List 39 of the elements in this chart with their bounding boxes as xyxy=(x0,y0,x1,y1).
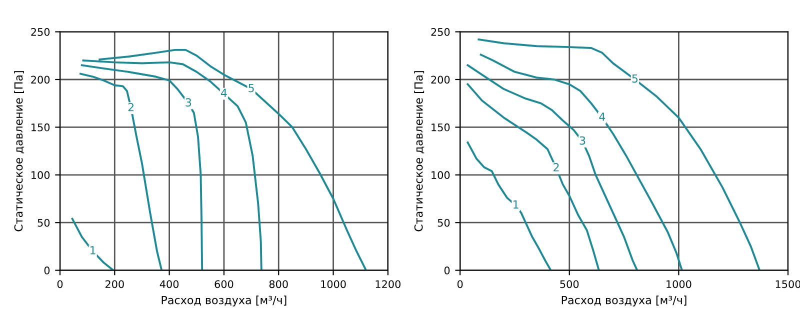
y-tick-label: 0 xyxy=(44,266,50,274)
line-series xyxy=(80,64,204,270)
x-tick-label: 800 xyxy=(269,280,288,288)
x-axis-title: Расход воздуха [м³/ч] xyxy=(562,296,686,306)
line-series xyxy=(466,64,638,270)
y-tick-label: 50 xyxy=(438,218,450,227)
y-tick-label: 50 xyxy=(38,218,50,227)
x-axis-title: Расход воздуха [м³/ч] xyxy=(162,296,286,306)
line-series xyxy=(71,218,114,270)
line-series xyxy=(80,72,163,270)
series-label: 5 xyxy=(632,74,638,83)
y-tick-label: 200 xyxy=(431,76,450,84)
y-tick-label: 250 xyxy=(431,28,450,36)
line-series xyxy=(466,141,552,270)
y-tick-label: 150 xyxy=(32,123,50,132)
y-tick-label: 100 xyxy=(32,171,50,180)
y-axis-title: Статическое давление [Па] xyxy=(414,71,424,232)
x-tick-label: 1000 xyxy=(666,280,692,288)
x-tick-label: 400 xyxy=(160,280,179,288)
series-label: 3 xyxy=(580,136,586,145)
y-tick-label: 150 xyxy=(432,123,450,132)
y-tick-label: 100 xyxy=(432,171,450,180)
x-tick-label: 0 xyxy=(57,280,63,288)
series-label: 2 xyxy=(128,102,134,112)
series-label: 4 xyxy=(220,88,227,97)
x-tick-label: 600 xyxy=(214,280,234,288)
x-tick-label: 500 xyxy=(560,280,579,288)
x-tick-label: 0 xyxy=(457,280,463,288)
line-series xyxy=(478,38,761,270)
x-tick-label: 1200 xyxy=(376,280,400,288)
y-axis-title: Статическое давление [Па] xyxy=(14,71,24,232)
x-tick-label: 1000 xyxy=(321,280,346,288)
line-series xyxy=(480,54,683,270)
x-tick-label: 200 xyxy=(105,280,124,288)
y-tick-label: 0 xyxy=(444,266,450,274)
y-tick-label: 200 xyxy=(31,76,50,84)
y-tick-label: 250 xyxy=(31,28,50,36)
series-label: 3 xyxy=(186,98,192,107)
line-series xyxy=(466,83,600,270)
